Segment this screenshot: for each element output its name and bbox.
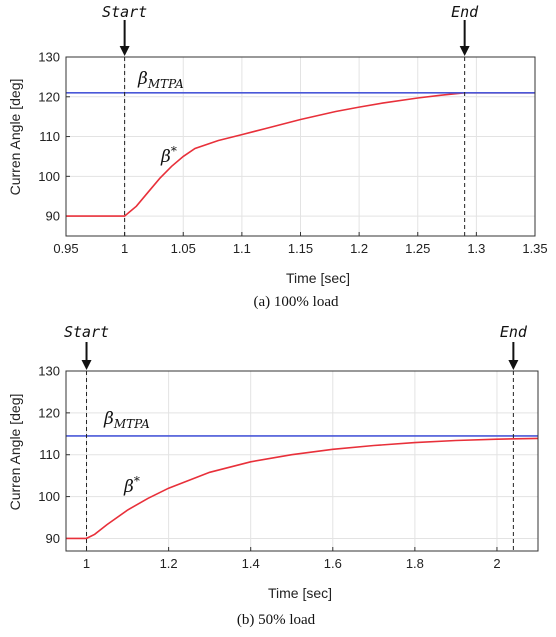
end-arrow-icon-b bbox=[508, 360, 519, 370]
x-tick-label-a: 1.35 bbox=[522, 241, 547, 256]
x-tick-label-b: 1.4 bbox=[242, 556, 260, 571]
y-tick-label-a: 90 bbox=[46, 209, 60, 224]
xlabel-a: Time [sec] bbox=[286, 270, 350, 286]
caption-a: (a) 100% load bbox=[254, 294, 339, 310]
x-tick-label-a: 1.3 bbox=[467, 241, 485, 256]
end-label-b: End bbox=[500, 323, 528, 341]
x-tick-label-a: 1 bbox=[121, 241, 128, 256]
x-tick-label-b: 1.8 bbox=[406, 556, 424, 571]
chart-panel-a: Curren Angle [deg] Time [sec] (a) 100% l… bbox=[7, 3, 548, 310]
x-tick-label-b: 2 bbox=[493, 556, 500, 571]
end-arrow-icon-a bbox=[459, 46, 470, 56]
beta-ref-superscript-a: * bbox=[171, 144, 177, 158]
x-tick-label-a: 1.1 bbox=[233, 241, 251, 256]
y-tick-label-b: 100 bbox=[38, 489, 60, 504]
ylabel-b: Curren Angle [deg] bbox=[7, 394, 23, 511]
beta-mtpa-subscript-a: MTPA bbox=[147, 77, 184, 91]
y-tick-label-a: 120 bbox=[38, 89, 60, 104]
plot-frame-a bbox=[65, 56, 536, 237]
beta-ref-line-a bbox=[66, 92, 535, 217]
y-tick-label-b: 130 bbox=[38, 364, 60, 379]
y-tick-label-b: 110 bbox=[39, 447, 60, 462]
x-tick-label-a: 1.15 bbox=[288, 241, 313, 256]
start-arrow-icon-a bbox=[119, 46, 130, 56]
beta-ref-line-b bbox=[66, 437, 539, 540]
x-tick-label-a: 1.25 bbox=[405, 241, 430, 256]
beta-mtpa-subscript-b: MTPA bbox=[113, 417, 150, 431]
end-label-a: End bbox=[451, 3, 479, 21]
start-label-a: Start bbox=[102, 3, 147, 21]
x-tick-label-b: 1.6 bbox=[324, 556, 342, 571]
plot-area-b bbox=[66, 371, 538, 551]
plot-frame-b bbox=[65, 370, 539, 552]
xlabel-b: Time [sec] bbox=[268, 585, 332, 601]
chart-panel-b: Curren Angle [deg] Time [sec] (b) 50% lo… bbox=[7, 323, 539, 628]
y-tick-label-a: 130 bbox=[38, 50, 60, 65]
x-tick-label-b: 1.2 bbox=[160, 556, 178, 571]
start-label-b: Start bbox=[64, 323, 109, 341]
y-tick-label-a: 110 bbox=[39, 129, 60, 144]
y-tick-label-b: 120 bbox=[38, 405, 60, 420]
ylabel-a: Curren Angle [deg] bbox=[7, 79, 23, 196]
x-tick-label-a: 0.95 bbox=[53, 241, 78, 256]
caption-b: (b) 50% load bbox=[237, 612, 316, 628]
y-tick-label-b: 90 bbox=[46, 531, 60, 546]
x-tick-label-a: 1.05 bbox=[171, 241, 196, 256]
beta-ref-superscript-b: * bbox=[134, 474, 140, 488]
x-tick-label-b: 1 bbox=[83, 556, 90, 571]
start-arrow-icon-b bbox=[81, 360, 92, 370]
x-tick-label-a: 1.2 bbox=[350, 241, 368, 256]
y-tick-label-a: 100 bbox=[38, 169, 60, 184]
